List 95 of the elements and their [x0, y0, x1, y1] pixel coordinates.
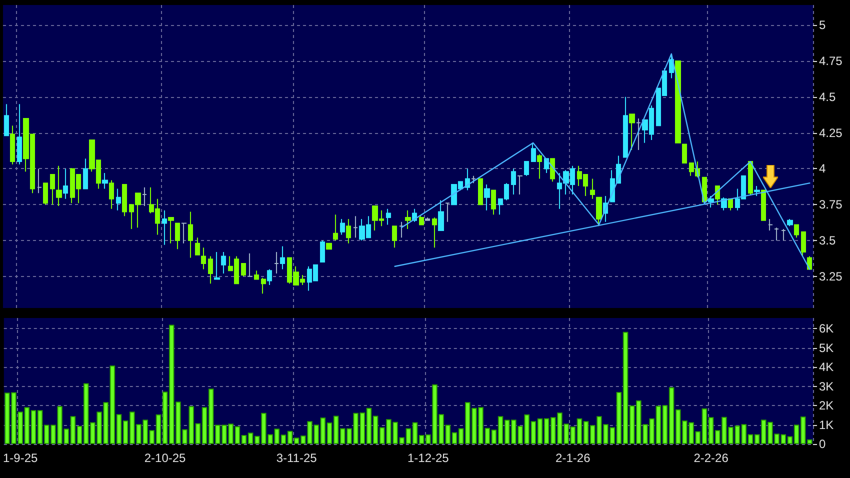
candlestick	[56, 165, 62, 207]
y-tick-label: 4.25	[819, 126, 843, 140]
candlestick	[320, 240, 325, 263]
candlestick	[4, 104, 9, 136]
candlestick	[83, 158, 88, 190]
candlestick	[254, 270, 259, 280]
candlestick	[636, 118, 641, 151]
y-tick-label: 4.5	[819, 90, 836, 104]
y-tick-label: 5	[819, 18, 826, 32]
candlestick	[708, 195, 714, 208]
candlestick	[116, 188, 121, 211]
candlestick	[781, 228, 786, 242]
candlestick	[445, 202, 450, 222]
candlestick	[623, 96, 628, 158]
candlestick	[801, 231, 806, 257]
candlestick	[10, 125, 15, 165]
candlestick	[353, 216, 358, 238]
candlestick	[537, 154, 542, 180]
candlestick	[531, 142, 536, 162]
candlestick	[491, 190, 496, 216]
candlestick	[333, 214, 338, 242]
y-tick-label: 4K	[819, 360, 834, 374]
candlestick	[669, 54, 674, 79]
candlestick	[386, 208, 391, 226]
candlestick	[405, 210, 411, 230]
candlestick	[682, 144, 687, 164]
y-tick-label: 3.5	[819, 234, 836, 248]
candlestick	[346, 218, 351, 244]
candlestick	[629, 114, 635, 151]
candlestick	[261, 277, 266, 294]
candlestick	[768, 218, 773, 231]
candlestick	[37, 168, 42, 194]
candlestick	[17, 104, 22, 165]
candlestick	[162, 210, 167, 246]
y-tick-label: 3.75	[819, 198, 843, 212]
candlestick	[188, 211, 193, 258]
candlestick	[590, 178, 595, 200]
x-tick-label: 3-11-25	[276, 451, 318, 465]
y-tick-label: 2K	[819, 398, 834, 413]
candlestick	[214, 251, 220, 280]
candlestick	[438, 200, 444, 231]
candlestick	[326, 242, 332, 250]
x-tick-label: 1-12-25	[407, 451, 450, 465]
candlestick	[267, 268, 272, 286]
candlestick	[511, 168, 516, 196]
candlestick	[524, 161, 529, 176]
candlestick	[478, 178, 483, 206]
candlestick	[754, 185, 760, 196]
candlestick	[392, 226, 397, 248]
candlestick	[208, 256, 213, 284]
candlestick	[675, 60, 681, 144]
candlestick	[175, 222, 180, 250]
candlestick	[550, 158, 555, 182]
candlestick	[195, 237, 200, 256]
candlestick	[425, 217, 430, 221]
candlestick	[728, 198, 733, 211]
candlestick	[471, 175, 476, 184]
x-tick-label: 2-10-25	[144, 451, 186, 465]
candlestick	[241, 262, 246, 277]
candlestick	[274, 251, 279, 274]
candlestick	[142, 186, 147, 207]
candlestick	[102, 172, 108, 190]
x-tick-label: 1-9-25	[2, 451, 38, 465]
candlestick	[774, 227, 779, 242]
candlestick	[399, 221, 404, 238]
candlestick	[761, 190, 766, 221]
candlestick	[787, 218, 793, 227]
candlestick	[50, 174, 55, 206]
candlestick	[43, 182, 48, 206]
x-tick-label: 2-1-26	[556, 451, 591, 465]
candlestick	[181, 222, 187, 244]
candlestick	[340, 218, 345, 236]
y-tick-label: 5K	[819, 340, 834, 355]
y-tick-label: 3.25	[819, 269, 843, 284]
candlestick	[109, 180, 114, 210]
y-tick-label: 1K	[819, 418, 834, 432]
candlestick	[748, 161, 753, 196]
candlestick	[484, 184, 490, 211]
x-tick-label: 2-2-26	[694, 451, 729, 465]
candlestick	[280, 246, 285, 270]
candlestick	[794, 224, 799, 238]
candlestick	[517, 175, 523, 196]
candlestick	[201, 247, 206, 270]
candlestick	[432, 217, 437, 248]
candlestick	[122, 184, 127, 217]
y-tick-label: 4	[819, 162, 826, 176]
y-tick-label: 6K	[819, 322, 834, 336]
y-tick-label: 3K	[819, 379, 834, 394]
candlestick	[221, 251, 226, 274]
y-tick-label: 4.75	[819, 54, 843, 68]
candlestick	[168, 217, 174, 244]
candlestick	[247, 252, 253, 277]
candlestick	[63, 168, 68, 200]
candlestick	[419, 216, 424, 226]
y-tick-label: 0	[819, 437, 826, 451]
